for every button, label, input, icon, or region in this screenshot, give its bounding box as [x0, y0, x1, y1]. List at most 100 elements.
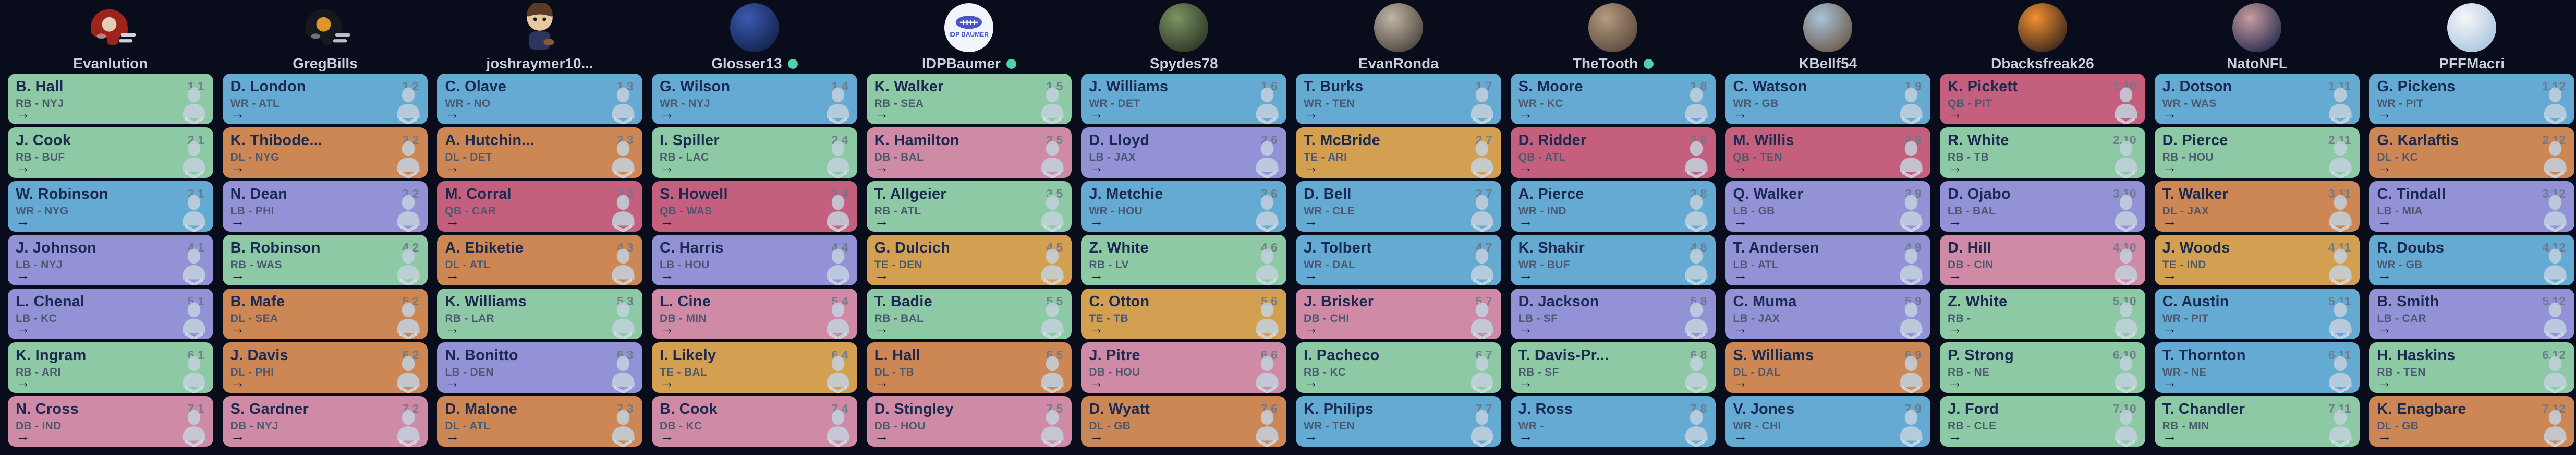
draft-pick-card[interactable]: J. Williams WR - DET 1.6 →	[1081, 74, 1286, 124]
draft-pick-card[interactable]: T. Walker DL - JAX 3.11 →	[2154, 181, 2360, 232]
team-avatar[interactable]	[515, 3, 565, 53]
draft-pick-card[interactable]: C. Harris LB - HOU 4.4 →	[651, 235, 857, 285]
draft-pick-card[interactable]: L. Hall DL - TB 6.5 →	[866, 342, 1072, 393]
team-username[interactable]: GregBills	[293, 55, 358, 71]
draft-pick-card[interactable]: J. Cook RB - BUF 2.1 →	[8, 127, 213, 178]
draft-pick-card[interactable]: N. Bonitto LB - DEN 6.3 →	[437, 342, 642, 393]
draft-pick-card[interactable]: B. Mafe DL - SEA 5.2 →	[222, 289, 428, 339]
draft-pick-card[interactable]: L. Cine DB - MIN 5.4 →	[651, 289, 857, 339]
draft-pick-card[interactable]: C. Austin WR - PIT 5.11 →	[2154, 289, 2360, 339]
draft-pick-card[interactable]: K. Walker RB - SEA 1.5 →	[866, 74, 1072, 124]
draft-pick-card[interactable]: S. Howell QB - WAS 3.4 →	[651, 181, 857, 232]
draft-pick-card[interactable]: Q. Walker LB - GB 3.9 →	[1725, 181, 1930, 232]
draft-pick-card[interactable]: T. Chandler RB - MIN 7.11 →	[2154, 396, 2360, 447]
draft-pick-card[interactable]: D. Wyatt DL - GB 7.6 →	[1081, 396, 1286, 447]
draft-pick-card[interactable]: S. Williams DL - DAL 6.9 →	[1725, 342, 1930, 393]
team-username[interactable]: PFFMacri	[2439, 55, 2505, 71]
draft-pick-card[interactable]: N. Dean LB - PHI 3.2 →	[222, 181, 428, 232]
draft-pick-card[interactable]: J. Davis DL - PHI 6.2 →	[222, 342, 428, 393]
draft-pick-card[interactable]: C. Olave WR - NO 1.3 →	[437, 74, 642, 124]
team-avatar[interactable]	[86, 3, 136, 53]
draft-pick-card[interactable]: S. Gardner DB - NYJ 7.2 →	[222, 396, 428, 447]
team-avatar[interactable]: IDP BAUMER	[944, 3, 994, 53]
team-avatar[interactable]	[1803, 3, 1853, 53]
draft-pick-card[interactable]: W. Robinson WR - NYG 3.1 →	[8, 181, 213, 232]
team-avatar[interactable]	[2018, 3, 2068, 53]
draft-pick-card[interactable]: R. Doubs WR - GB 4.12 →	[2369, 235, 2574, 285]
draft-pick-card[interactable]: C. Muma LB - JAX 5.9 →	[1725, 289, 1930, 339]
draft-pick-card[interactable]: D. Bell WR - CLE 3.7 →	[1295, 181, 1501, 232]
draft-pick-card[interactable]: I. Spiller RB - LAC 2.4 →	[651, 127, 857, 178]
draft-pick-card[interactable]: C. Tindall LB - MIA 3.12 →	[2369, 181, 2574, 232]
draft-pick-card[interactable]: J. Metchie WR - HOU 3.6 →	[1081, 181, 1286, 232]
draft-pick-card[interactable]: A. Pierce WR - IND 3.8 →	[1510, 181, 1716, 232]
draft-pick-card[interactable]: Z. White RB - LV 4.6 →	[1081, 235, 1286, 285]
team-username[interactable]: KBellf54	[1799, 55, 1857, 71]
draft-pick-card[interactable]: I. Pacheco RB - KC 6.7 →	[1295, 342, 1501, 393]
draft-pick-card[interactable]: D. Stingley DB - HOU 7.5 →	[866, 396, 1072, 447]
draft-pick-card[interactable]: D. London WR - ATL 1.2 →	[222, 74, 428, 124]
draft-pick-card[interactable]: D. Pierce RB - HOU 2.11 →	[2154, 127, 2360, 178]
draft-pick-card[interactable]: Z. White RB -5.10 →	[1939, 289, 2145, 339]
draft-pick-card[interactable]: A. Hutchin... DL - DET 2.3 →	[437, 127, 642, 178]
draft-pick-card[interactable]: D. Jackson LB - SF 5.8 →	[1510, 289, 1716, 339]
draft-pick-card[interactable]: T. Allgeier RB - ATL 3.5 →	[866, 181, 1072, 232]
draft-pick-card[interactable]: T. Burks WR - TEN 1.7 →	[1295, 74, 1501, 124]
draft-pick-card[interactable]: I. Likely TE - BAL 6.4 →	[651, 342, 857, 393]
draft-pick-card[interactable]: T. Andersen LB - ATL 4.9 →	[1725, 235, 1930, 285]
draft-pick-card[interactable]: J. Woods TE - IND 4.11 →	[2154, 235, 2360, 285]
draft-pick-card[interactable]: T. Badie RB - BAL 5.5 →	[866, 289, 1072, 339]
draft-pick-card[interactable]: J. Johnson LB - NYJ 4.1 →	[8, 235, 213, 285]
draft-pick-card[interactable]: T. Thornton WR - NE 6.11 →	[2154, 342, 2360, 393]
team-avatar[interactable]	[1588, 3, 1638, 53]
draft-pick-card[interactable]: D. Lloyd LB - JAX 2.6 →	[1081, 127, 1286, 178]
team-avatar[interactable]	[1374, 3, 1424, 53]
team-username[interactable]: Spydes78	[1149, 55, 1218, 71]
team-username[interactable]: joshraymer10...	[486, 55, 593, 71]
draft-pick-card[interactable]: P. Strong RB - NE 6.10 →	[1939, 342, 2145, 393]
draft-pick-card[interactable]: M. Willis QB - TEN 2.9 →	[1725, 127, 1930, 178]
draft-pick-card[interactable]: B. Cook DB - KC 7.4 →	[651, 396, 857, 447]
draft-pick-card[interactable]: B. Robinson RB - WAS 4.2 →	[222, 235, 428, 285]
draft-pick-card[interactable]: S. Moore WR - KC 1.8 →	[1510, 74, 1716, 124]
draft-pick-card[interactable]: A. Ebiketie DL - ATL 4.3 →	[437, 235, 642, 285]
draft-pick-card[interactable]: K. Hamilton DB - BAL 2.5 →	[866, 127, 1072, 178]
team-username[interactable]: Dbacksfreak26	[1990, 55, 2094, 71]
draft-pick-card[interactable]: B. Smith LB - CAR 5.12 →	[2369, 289, 2574, 339]
draft-pick-card[interactable]: K. Ingram RB - ARI 6.1 →	[8, 342, 213, 393]
draft-pick-card[interactable]: T. Davis-Pr... RB - SF 6.8 →	[1510, 342, 1716, 393]
draft-pick-card[interactable]: J. Tolbert WR - DAL 4.7 →	[1295, 235, 1501, 285]
draft-pick-card[interactable]: J. Dotson WR - WAS 1.11 →	[2154, 74, 2360, 124]
draft-pick-card[interactable]: M. Corral QB - CAR 3.3 →	[437, 181, 642, 232]
draft-pick-card[interactable]: J. Brisker DB - CHI 5.7 →	[1295, 289, 1501, 339]
draft-pick-card[interactable]: D. Ojabo LB - BAL 3.10 →	[1939, 181, 2145, 232]
draft-pick-card[interactable]: D. Hill DB - CIN 4.10 →	[1939, 235, 2145, 285]
team-username[interactable]: NatoNFL	[2227, 55, 2288, 71]
draft-pick-card[interactable]: D. Ridder QB - ATL 2.8 →	[1510, 127, 1716, 178]
team-username[interactable]: IDPBaumer	[922, 55, 1001, 71]
draft-pick-card[interactable]: C. Otton TE - TB 5.6 →	[1081, 289, 1286, 339]
draft-pick-card[interactable]: J. Ross WR -7.8 →	[1510, 396, 1716, 447]
team-avatar[interactable]	[730, 3, 780, 53]
draft-pick-card[interactable]: G. Pickens WR - PIT 1.12 →	[2369, 74, 2574, 124]
draft-pick-card[interactable]: K. Pickett QB - PIT 1.10 →	[1939, 74, 2145, 124]
draft-pick-card[interactable]: K. Philips WR - TEN 7.7 →	[1295, 396, 1501, 447]
draft-pick-card[interactable]: G. Dulcich TE - DEN 4.5 →	[866, 235, 1072, 285]
draft-pick-card[interactable]: H. Haskins RB - TEN 6.12 →	[2369, 342, 2574, 393]
draft-pick-card[interactable]: K. Shakir WR - BUF 4.8 →	[1510, 235, 1716, 285]
draft-pick-card[interactable]: B. Hall RB - NYJ 1.1 →	[8, 74, 213, 124]
team-username[interactable]: Glosser13	[711, 55, 782, 71]
team-avatar[interactable]	[1159, 3, 1209, 53]
team-username[interactable]: TheTooth	[1572, 55, 1638, 71]
team-avatar[interactable]	[2447, 3, 2497, 53]
draft-pick-card[interactable]: J. Pitre DB - HOU 6.6 →	[1081, 342, 1286, 393]
team-username[interactable]: Evanlution	[73, 55, 148, 71]
draft-pick-card[interactable]: K. Williams RB - LAR 5.3 →	[437, 289, 642, 339]
draft-pick-card[interactable]: D. Malone DL - ATL 7.3 →	[437, 396, 642, 447]
team-username[interactable]: EvanRonda	[1358, 55, 1439, 71]
draft-pick-card[interactable]: G. Wilson WR - NYJ 1.4 →	[651, 74, 857, 124]
draft-pick-card[interactable]: L. Chenal LB - KC 5.1 →	[8, 289, 213, 339]
team-avatar[interactable]	[300, 3, 350, 53]
draft-pick-card[interactable]: V. Jones WR - CHI 7.9 →	[1725, 396, 1930, 447]
draft-pick-card[interactable]: N. Cross DB - IND 7.1 →	[8, 396, 213, 447]
